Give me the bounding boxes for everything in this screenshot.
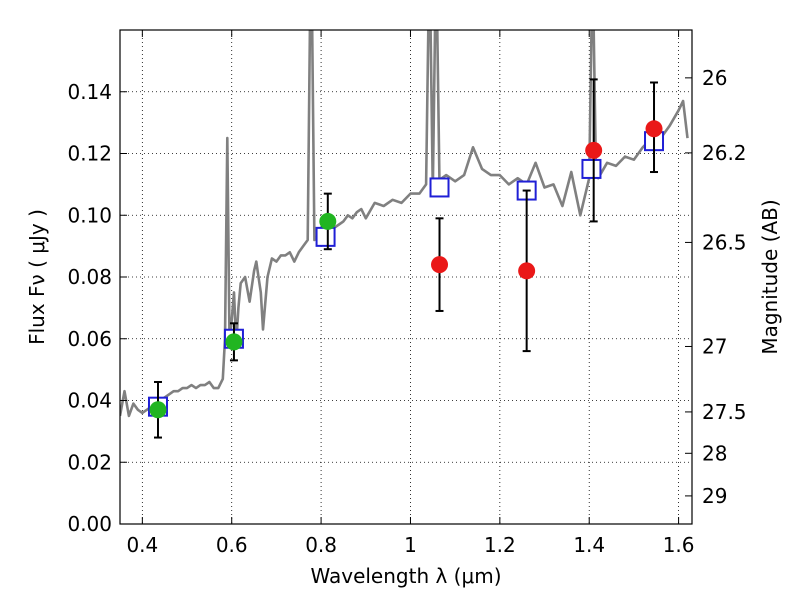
y2-tick-label: 26.2: [702, 141, 747, 165]
model-square: [581, 158, 602, 179]
y2-axis-label: Magnitude (AB): [758, 199, 782, 354]
y2-tick-label: 26: [702, 66, 727, 90]
y-tick-label: 0.14: [67, 80, 112, 104]
y2-ticks: 26 26.2 26.5 27 27.5 28 29: [685, 66, 747, 508]
y-tick-label: 0.12: [67, 142, 112, 166]
photometry-point: [518, 262, 536, 280]
spectrum-line: [120, 30, 689, 418]
photometry-points: [149, 120, 663, 419]
y2-tick-label: 29: [702, 484, 727, 508]
x-tick-label: 0.6: [216, 533, 248, 557]
x-tick-label: 1: [404, 533, 417, 557]
y-tick-label: 0.02: [67, 450, 112, 474]
photometry-point: [645, 120, 663, 138]
y2-tick-label: 28: [702, 441, 727, 465]
model-square: [429, 177, 450, 198]
grid: [120, 30, 692, 525]
y-tick-label: 0.04: [67, 389, 112, 413]
y-tick-label: 0.10: [67, 203, 112, 227]
plot-frame: [119, 29, 693, 525]
y-tick-label: 0.08: [67, 265, 112, 289]
spectrum-polyline: [120, 30, 689, 418]
y2-tick-label: 26.5: [702, 230, 747, 254]
photometry-point: [225, 333, 243, 351]
y-tick-label: 0.00: [67, 512, 112, 536]
x-tick-label: 0.8: [305, 533, 337, 557]
photometry-point: [431, 256, 449, 274]
x-axis-label: Wavelength λ (μm): [310, 564, 501, 588]
y-tick-label: 0.06: [67, 327, 112, 351]
x-ticks: 0.4 0.6 0.8 1 1.2 1.4 1.6: [126, 30, 695, 557]
photometry-point: [149, 401, 167, 419]
x-tick-label: 1.4: [573, 533, 605, 557]
y-ticks: 0.00 0.02 0.04 0.06 0.08 0.10 0.12 0.14: [67, 80, 127, 536]
photometry-point: [585, 141, 603, 159]
y2-tick-label: 27.5: [702, 400, 747, 424]
x-tick-label: 1.6: [663, 533, 695, 557]
y-axis-label: Flux Fν ( μJy ): [25, 209, 49, 345]
photometry-point: [319, 212, 337, 230]
x-tick-label: 1.2: [484, 533, 516, 557]
y2-tick-label: 27: [702, 334, 727, 358]
x-tick-label: 0.4: [126, 533, 158, 557]
model-square: [315, 226, 336, 247]
